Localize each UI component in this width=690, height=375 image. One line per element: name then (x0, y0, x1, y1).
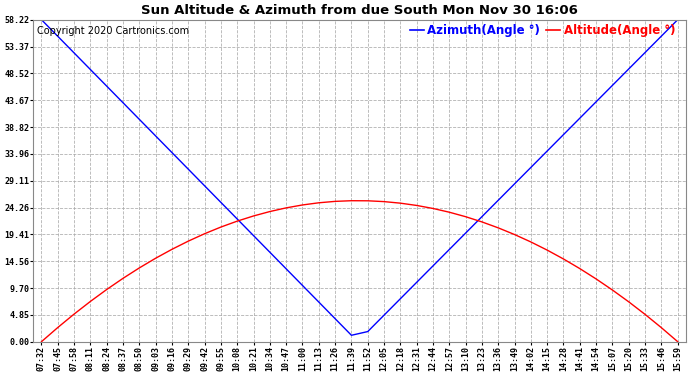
Legend: Azimuth(Angle °), Altitude(Angle °): Azimuth(Angle °), Altitude(Angle °) (405, 19, 680, 42)
Title: Sun Altitude & Azimuth from due South Mon Nov 30 16:06: Sun Altitude & Azimuth from due South Mo… (141, 4, 578, 17)
Text: Copyright 2020 Cartronics.com: Copyright 2020 Cartronics.com (37, 26, 189, 36)
